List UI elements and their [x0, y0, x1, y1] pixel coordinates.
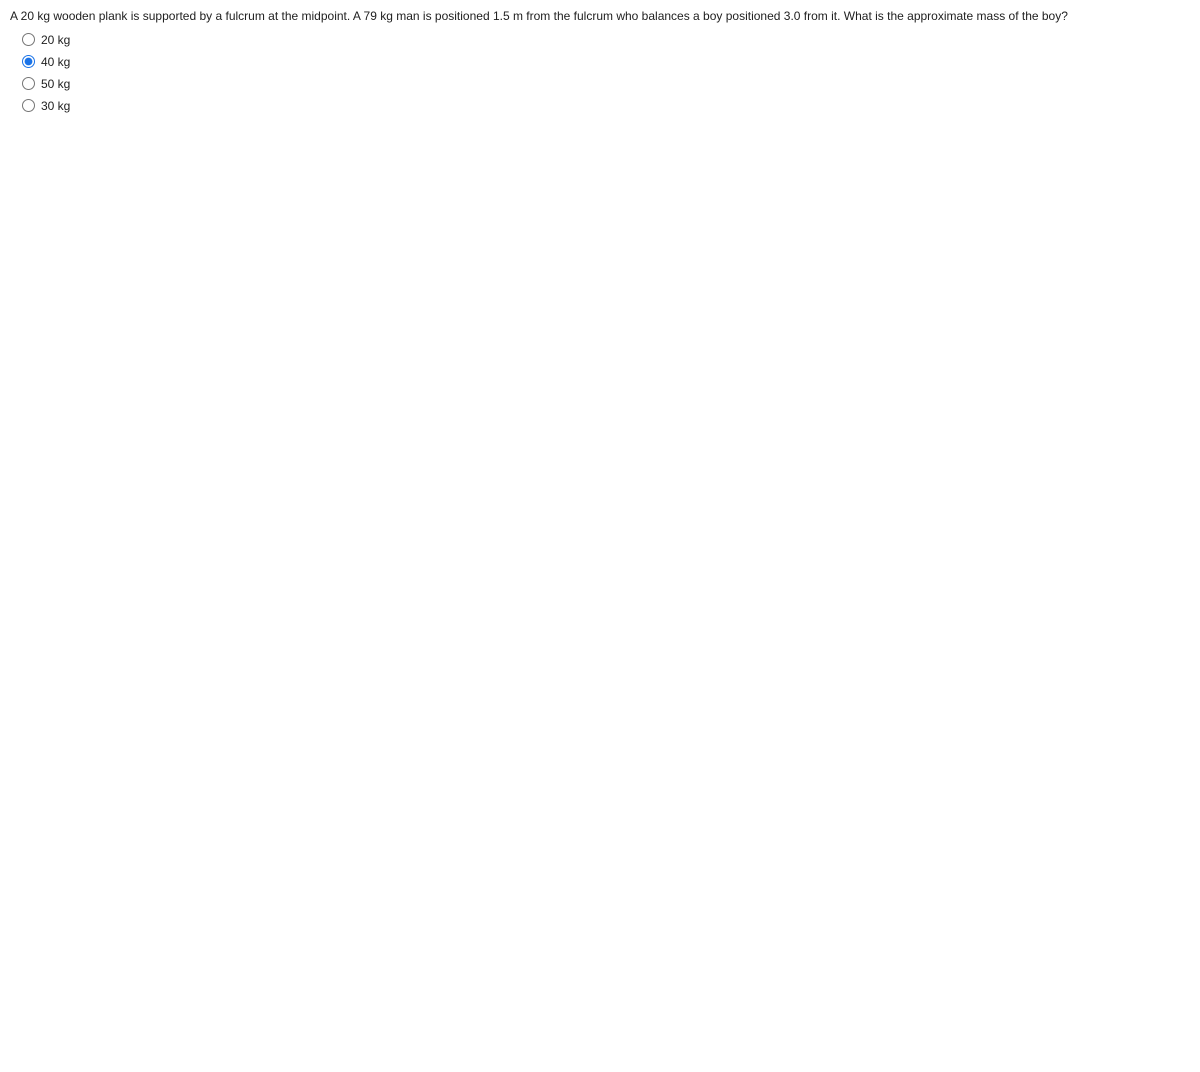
question-text: A 20 kg wooden plank is supported by a f…	[10, 8, 1190, 25]
option-radio-2[interactable]	[22, 77, 35, 90]
option-label-1[interactable]: 40 kg	[41, 55, 70, 69]
option-row: 50 kg	[22, 77, 1190, 91]
option-label-2[interactable]: 50 kg	[41, 77, 70, 91]
option-row: 20 kg	[22, 33, 1190, 47]
option-radio-1[interactable]	[22, 55, 35, 68]
option-label-0[interactable]: 20 kg	[41, 33, 70, 47]
option-label-3[interactable]: 30 kg	[41, 99, 70, 113]
option-radio-0[interactable]	[22, 33, 35, 46]
options-group: 20 kg 40 kg 50 kg 30 kg	[10, 33, 1190, 113]
option-row: 30 kg	[22, 99, 1190, 113]
option-radio-3[interactable]	[22, 99, 35, 112]
option-row: 40 kg	[22, 55, 1190, 69]
